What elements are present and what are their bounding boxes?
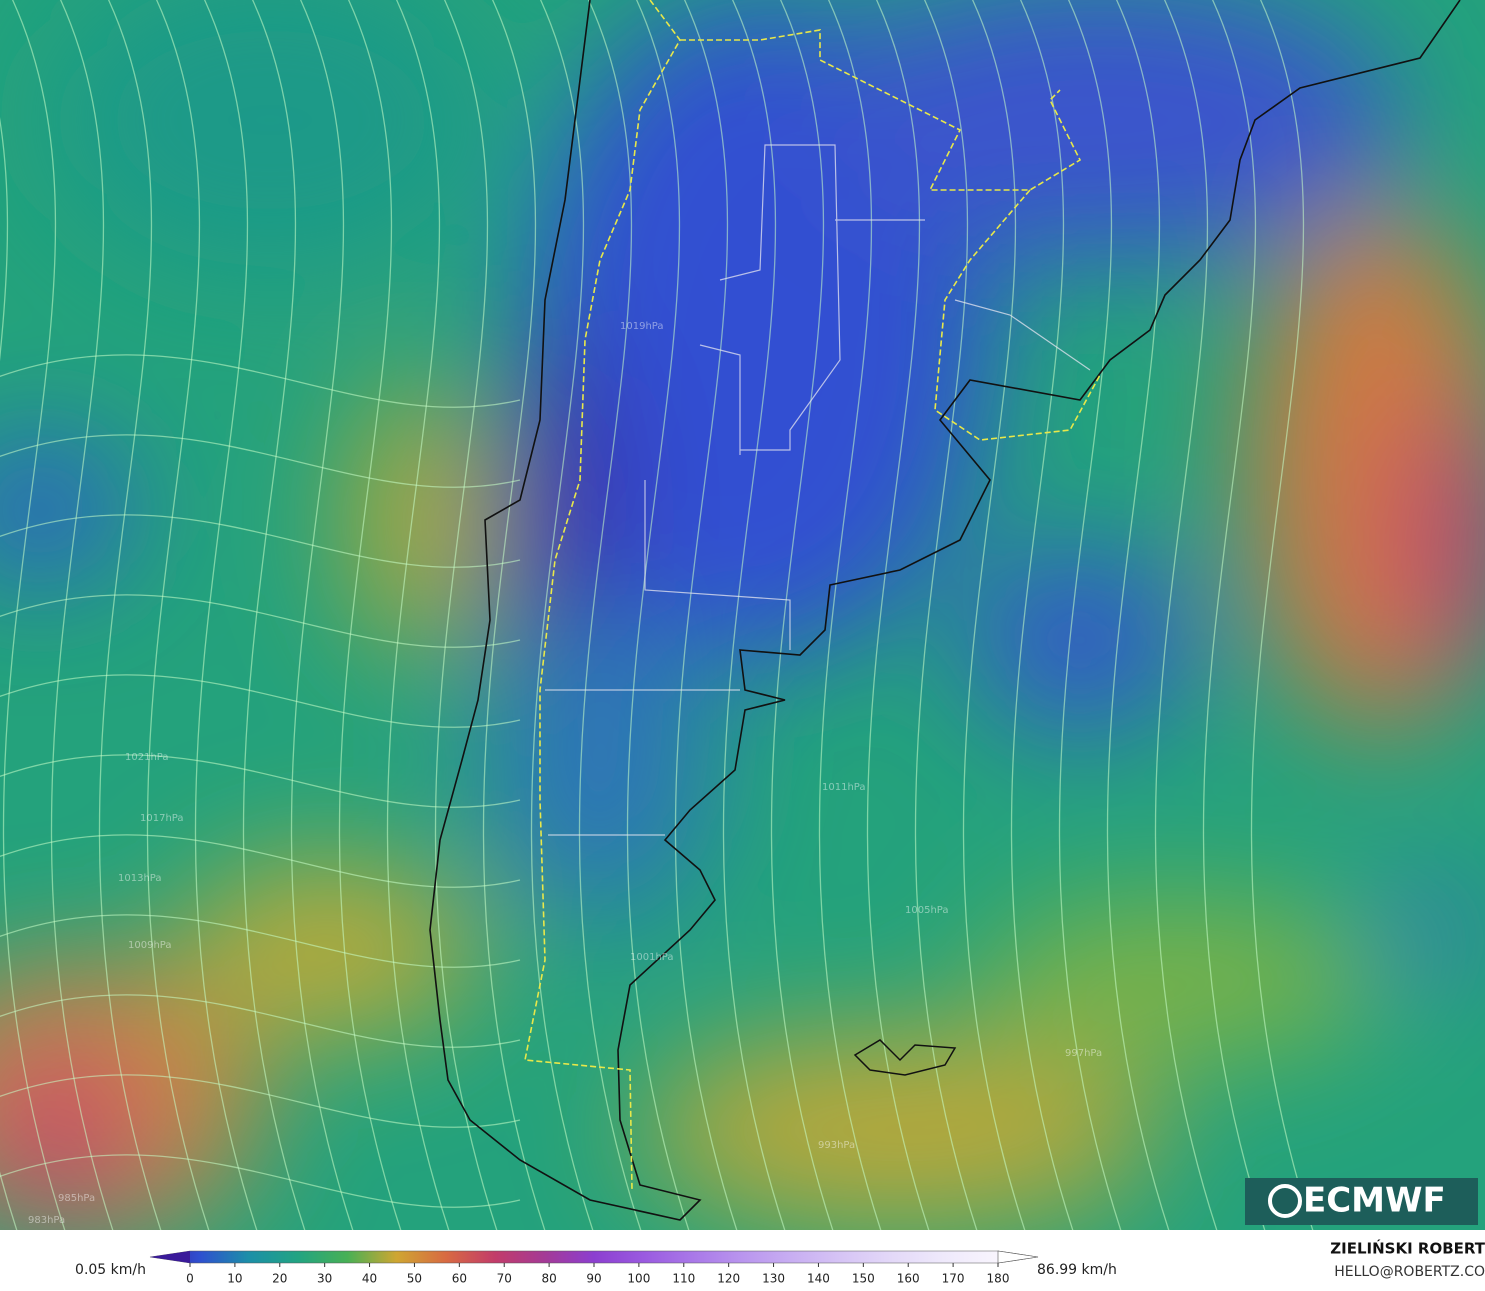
streamline bbox=[0, 1154, 521, 1208]
colorbar-tick-label: 150 bbox=[852, 1272, 875, 1286]
colorbar-tick-label: 140 bbox=[807, 1272, 830, 1286]
pressure-label: 1013hPa bbox=[118, 873, 162, 884]
colorbar-tick-label: 80 bbox=[541, 1272, 556, 1286]
colorbar-tick-label: 100 bbox=[627, 1272, 650, 1286]
colorbar-tick-label: 20 bbox=[272, 1272, 287, 1286]
streamline bbox=[770, 0, 834, 1230]
pressure-labels: 1019hPa 1021hPa 1017hPa 1013hPa 1009hPa … bbox=[28, 321, 1102, 1226]
province-lines bbox=[545, 144, 1091, 836]
colorbar-tick-label: 160 bbox=[897, 1272, 920, 1286]
pressure-label: 997hPa bbox=[1065, 1048, 1102, 1059]
streamline bbox=[338, 0, 402, 1230]
colorbar-tick-label: 50 bbox=[407, 1272, 422, 1286]
streamline bbox=[1154, 0, 1218, 1230]
pressure-label: 983hPa bbox=[28, 1215, 65, 1226]
colorbar-tick-label: 10 bbox=[227, 1272, 242, 1286]
colorbar-tick-label: 40 bbox=[362, 1272, 377, 1286]
streamline bbox=[2, 0, 66, 1230]
streamline bbox=[626, 0, 690, 1230]
pressure-label: 1005hPa bbox=[905, 905, 949, 916]
streamline bbox=[0, 674, 521, 728]
credit-email: HELLO@ROBERTZ.CO bbox=[1334, 1264, 1485, 1280]
colorbar-low-cap bbox=[150, 1251, 190, 1263]
colorbar-tick-label: 30 bbox=[317, 1272, 332, 1286]
streamline bbox=[530, 0, 594, 1230]
streamlines bbox=[0, 0, 1314, 1230]
colorbar-min-label: 0.05 km/h bbox=[75, 1262, 146, 1278]
border-lines bbox=[524, 0, 1101, 1191]
streamline bbox=[914, 0, 978, 1230]
streamline bbox=[866, 0, 930, 1230]
pressure-label: 1009hPa bbox=[128, 940, 172, 951]
colorbar-tick-label: 60 bbox=[452, 1272, 467, 1286]
streamline bbox=[0, 994, 521, 1048]
colorbar-tick-label: 0 bbox=[186, 1272, 194, 1286]
credit-name: ZIELIŃSKI ROBERT bbox=[1330, 1239, 1485, 1258]
streamline bbox=[1250, 0, 1314, 1230]
colorbar-tick-label: 130 bbox=[762, 1272, 785, 1286]
streamline bbox=[0, 434, 521, 488]
logo: ECMWF bbox=[1245, 1178, 1478, 1225]
streamline bbox=[578, 0, 642, 1230]
coastline bbox=[429, 0, 1461, 1221]
streamline bbox=[50, 0, 114, 1230]
streamline bbox=[482, 0, 546, 1230]
logo-text: ECMWF bbox=[1303, 1181, 1446, 1221]
streamline bbox=[0, 514, 521, 568]
colorbar: 0.05 km/h 86.99 km/h 0 10 20 30 40 50 60 70 80 90… bbox=[75, 1250, 1117, 1286]
streamline bbox=[722, 0, 786, 1230]
colorbar-tick-label: 70 bbox=[497, 1272, 512, 1286]
streamline bbox=[290, 0, 354, 1230]
streamline bbox=[1106, 0, 1170, 1230]
streamline bbox=[386, 0, 450, 1230]
streamline bbox=[194, 0, 258, 1230]
streamline bbox=[818, 0, 882, 1230]
streamline bbox=[98, 0, 162, 1230]
colorbar-max-label: 86.99 km/h bbox=[1037, 1262, 1117, 1278]
streamline bbox=[434, 0, 498, 1230]
colorbar-bar bbox=[149, 1250, 1039, 1264]
streamline bbox=[242, 0, 306, 1230]
pressure-label: 1017hPa bbox=[140, 813, 184, 824]
colorbar-tick-label: 90 bbox=[586, 1272, 601, 1286]
pressure-label: 1019hPa bbox=[620, 321, 664, 332]
streamline bbox=[1010, 0, 1074, 1230]
pressure-label: 1001hPa bbox=[630, 952, 674, 963]
streamline bbox=[1058, 0, 1122, 1230]
pressure-label: 1011hPa bbox=[822, 782, 866, 793]
streamline bbox=[0, 354, 521, 408]
streamline bbox=[0, 116, 18, 1230]
pressure-label: 985hPa bbox=[58, 1193, 95, 1204]
colorbar-tick-label: 180 bbox=[987, 1272, 1010, 1286]
pressure-label: 993hPa bbox=[818, 1140, 855, 1151]
colorbar-tick-label: 170 bbox=[942, 1272, 965, 1286]
streamline bbox=[0, 1074, 521, 1128]
pressure-label: 1021hPa bbox=[125, 752, 169, 763]
colorbar-tick-label: 110 bbox=[672, 1272, 695, 1286]
falkland-islands bbox=[853, 1039, 957, 1076]
streamline bbox=[962, 0, 1026, 1230]
streamline bbox=[0, 834, 521, 888]
colorbar-high-cap bbox=[997, 1250, 1039, 1264]
streamline bbox=[0, 914, 521, 968]
streamline bbox=[674, 0, 738, 1230]
colorbar-tick-label: 120 bbox=[717, 1272, 740, 1286]
streamline bbox=[146, 0, 210, 1230]
streamline bbox=[0, 594, 521, 648]
